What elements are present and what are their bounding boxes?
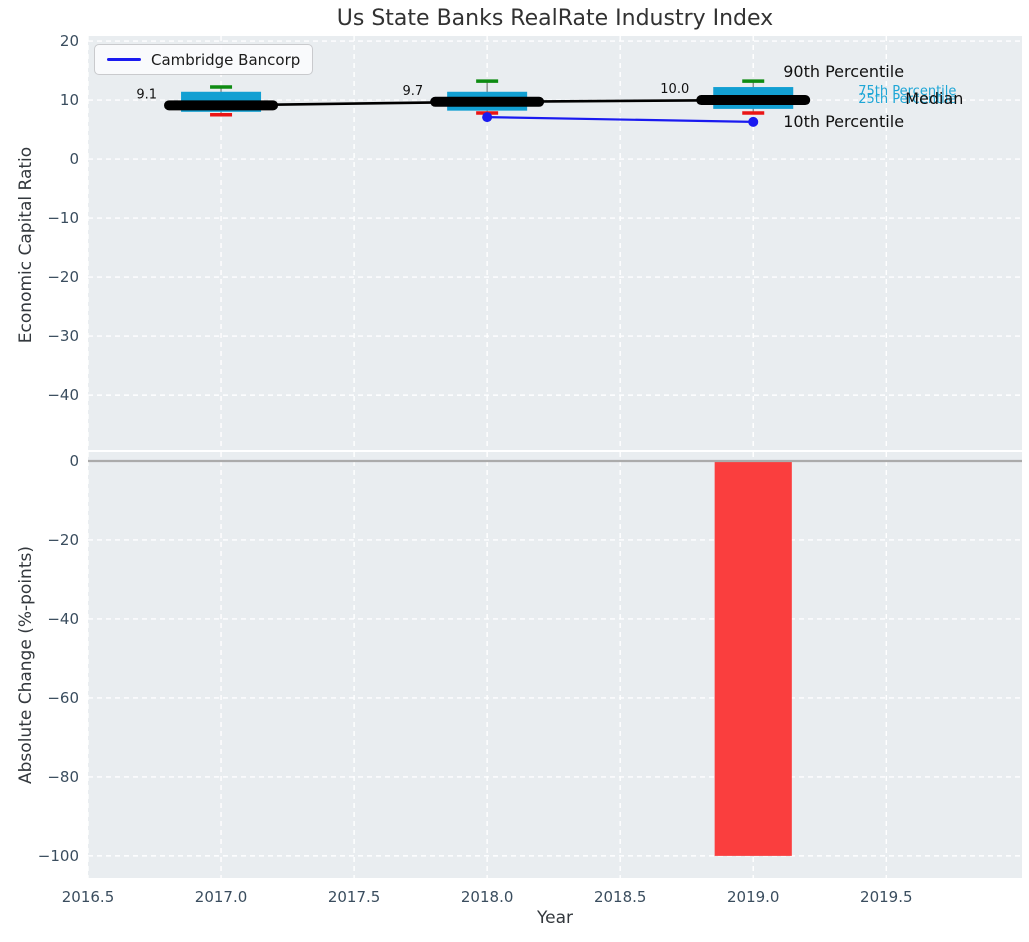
- ytick-label-bottom: −100: [38, 847, 79, 865]
- annotation-10th-percentile: 10th Percentile: [783, 112, 904, 131]
- ytick-label-bottom: −40: [47, 610, 79, 628]
- median-value-label-2017: 9.1: [136, 87, 157, 102]
- xtick-label: 2017.5: [328, 888, 381, 906]
- legend-line-swatch: [107, 57, 141, 62]
- ytick-label-top: −30: [47, 327, 79, 345]
- ytick-label-top: −40: [47, 386, 79, 404]
- xtick-label: 2019.5: [860, 888, 913, 906]
- median-value-label-2019: 10.0: [660, 82, 689, 97]
- company-point-2019: [748, 116, 759, 127]
- ytick-label-top: 20: [60, 32, 79, 50]
- xtick-label: 2019.0: [727, 888, 780, 906]
- annotation-90th-percentile: 90th Percentile: [783, 62, 904, 81]
- ytick-label-bottom: −60: [47, 689, 79, 707]
- top-y-axis-label: Economic Capital Ratio: [16, 146, 36, 344]
- legend-label: Cambridge Bancorp: [151, 50, 301, 69]
- ytick-label-top: 10: [60, 91, 79, 109]
- annotation-75th-percentile: 75th Percentile: [858, 84, 956, 99]
- xtick-label: 2018.5: [594, 888, 647, 906]
- change-bar-2019: [714, 461, 792, 856]
- ytick-label-top: 0: [69, 150, 79, 168]
- x-axis-label: Year: [537, 908, 573, 928]
- median-value-label-2018: 9.7: [402, 84, 423, 99]
- annotation-median: Median: [905, 89, 963, 108]
- ytick-label-top: −10: [47, 209, 79, 227]
- annotation-25th-percentile: 25th Percentile: [858, 92, 956, 107]
- chart-title: Us State Banks RealRate Industry Index: [336, 6, 774, 31]
- company-point-2018: [482, 112, 493, 123]
- ytick-label-bottom: 0: [69, 452, 79, 470]
- ytick-label-bottom: −80: [47, 768, 79, 786]
- bottom-y-axis-label: Absolute Change (%-points): [16, 546, 36, 784]
- xtick-label: 2016.5: [62, 888, 115, 906]
- xtick-label: 2018.0: [461, 888, 514, 906]
- legend-box: Cambridge Bancorp: [94, 44, 314, 75]
- company-line: [487, 116, 754, 123]
- bottom-plot-area: [88, 452, 1022, 878]
- xtick-label: 2017.0: [195, 888, 248, 906]
- ytick-label-top: −20: [47, 268, 79, 286]
- ytick-label-bottom: −20: [47, 531, 79, 549]
